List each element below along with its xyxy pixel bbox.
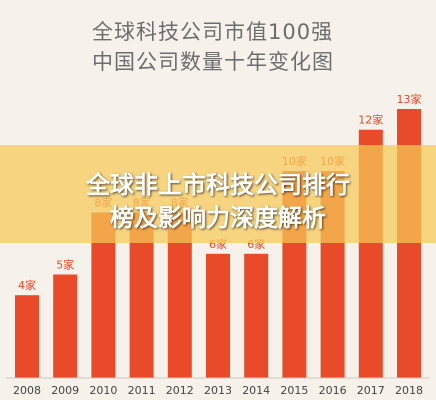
chart-title-line1: 全球科技公司市值100强	[92, 20, 334, 44]
x-tick-2013: 2013	[204, 384, 232, 397]
data-label-2017: 12家	[358, 113, 383, 127]
bar-2009	[53, 274, 78, 378]
x-tick-2014: 2014	[242, 384, 270, 397]
data-label-2008: 4家	[18, 278, 36, 292]
x-tick-2015: 2015	[280, 384, 308, 397]
x-tick-2016: 2016	[319, 384, 347, 397]
data-label-2009: 5家	[56, 258, 74, 272]
headline-line1: 全球非上市科技公司排行	[86, 171, 350, 199]
x-tick-2008: 2008	[13, 384, 41, 397]
bar-2008	[15, 295, 39, 378]
x-tick-2017: 2017	[357, 384, 385, 397]
x-tick-2018: 2018	[395, 384, 423, 397]
data-label-2018: 13家	[397, 92, 422, 106]
bar-2013	[206, 253, 230, 378]
x-tick-2012: 2012	[166, 384, 194, 397]
bar-2014	[244, 253, 269, 378]
headline-line2: 榜及影响力深度解析	[110, 204, 326, 232]
chart-title-line2: 中国公司数量十年变化图	[92, 50, 334, 74]
x-tick-2010: 2010	[89, 384, 117, 397]
x-tick-2009: 2009	[51, 384, 79, 397]
x-tick-2011: 2011	[128, 384, 156, 397]
headline-banner	[0, 145, 436, 243]
